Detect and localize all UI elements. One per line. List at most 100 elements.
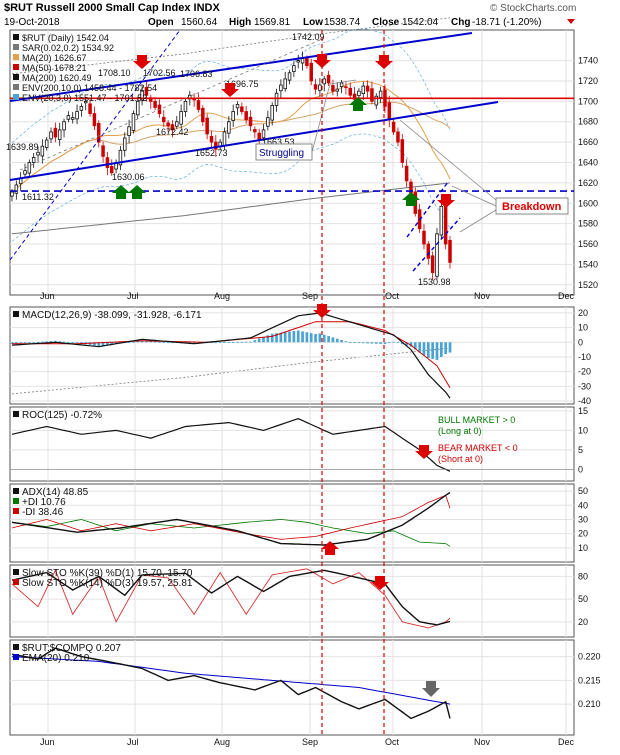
candle-body: [101, 145, 105, 157]
macd-histogram-bar: [80, 342, 83, 344]
macd-histogram-bar: [348, 342, 352, 344]
macd-histogram-bar: [413, 342, 417, 350]
sto-fast-line: [11, 568, 451, 629]
roc-note: (Short at 0): [438, 454, 483, 464]
x-axis-label: Aug: [214, 737, 230, 747]
x-axis-label: Nov: [474, 737, 491, 747]
candle-body: [339, 82, 344, 88]
price-label: 1706.83: [180, 69, 213, 79]
legend-swatch: [13, 54, 19, 60]
y-tick-label: -30: [578, 381, 591, 391]
macd-histogram-bar: [127, 342, 131, 344]
x-axis-label: Nov: [474, 291, 491, 301]
y-tick-label: 50: [578, 594, 588, 604]
price-label: 1652.73: [195, 148, 228, 158]
macd-histogram-bar: [353, 342, 356, 344]
candle-body: [14, 184, 19, 194]
ma20-line: [11, 80, 451, 193]
upper-channel-line: [9, 32, 473, 102]
macd-histogram-bar: [19, 342, 23, 344]
legend-entry: ENV(20,3,0) 1551.47 - 1701.52: [22, 93, 147, 103]
candle-body: [404, 165, 409, 182]
legend-swatch: [13, 411, 19, 417]
candle-body: [283, 78, 287, 90]
brand-watermark: © StockCharts.com: [490, 3, 576, 14]
candle-body: [439, 205, 444, 236]
x-axis-label: Aug: [214, 291, 230, 301]
panel-frame: [9, 639, 575, 736]
macd-histogram-bar: [439, 342, 443, 357]
macd-histogram-bar: [392, 341, 395, 343]
price-label: 1672.42: [156, 127, 189, 137]
candle-body: [387, 102, 392, 121]
macd-histogram-bar: [153, 341, 157, 343]
y-tick-label: 1640: [578, 158, 598, 168]
macd-histogram-bar: [435, 342, 439, 360]
candle-body: [352, 93, 357, 100]
macd-histogram-bar: [448, 342, 452, 353]
macd-histogram-bar: [162, 342, 166, 343]
y-tick-label: -10: [578, 352, 591, 362]
candle-body: [105, 157, 110, 168]
y-tick-label: 1520: [578, 280, 598, 290]
candle-body: [49, 131, 53, 140]
candle-body: [88, 103, 92, 114]
y-tick-label: 20: [578, 617, 588, 627]
macd-histogram-bar: [136, 341, 140, 343]
macd-histogram-bar: [270, 333, 274, 343]
legend-swatch: [13, 488, 19, 494]
macd-histogram-bar: [210, 342, 213, 344]
down-arrow-icon: [371, 576, 389, 590]
price-label: 1696.75: [226, 79, 259, 89]
x-axis-label: Jul: [127, 737, 139, 747]
x-axis-label: Sep: [302, 737, 318, 747]
candle-body: [92, 113, 97, 127]
macd-histogram-bar: [41, 341, 44, 343]
candle-body: [109, 165, 114, 174]
y-tick-label: 40: [578, 500, 588, 510]
candle-body: [374, 95, 379, 106]
macd-histogram-bar: [370, 342, 374, 344]
candle-body: [240, 106, 244, 112]
legend-swatch: [13, 94, 19, 100]
x-axis-label: Jun: [40, 291, 55, 301]
macd-histogram-bar: [110, 342, 114, 345]
y-tick-label: 1540: [578, 259, 598, 269]
macd-histogram-bar: [214, 342, 218, 344]
candle-body: [365, 85, 370, 92]
candle-body: [136, 100, 140, 116]
macd-histogram-bar: [275, 333, 278, 343]
legend-swatch: [13, 74, 19, 80]
macd-histogram-bar: [244, 341, 248, 343]
x-axis-label: Oct: [385, 737, 400, 747]
macd-histogram-bar: [288, 331, 291, 343]
adx-line: [11, 491, 451, 546]
legend-entry: ROC(125) -0.72%: [22, 410, 102, 421]
candle-body: [183, 100, 188, 112]
candle-body: [201, 107, 205, 123]
candle-body: [123, 137, 127, 151]
macd-histogram-bar: [422, 342, 426, 356]
legend-entry: MA(20) 1626.67: [22, 53, 87, 63]
legend-entry: MACD(12,26,9) -38.099, -31.928, -6.171: [22, 310, 202, 321]
struggling-pointer: [311, 79, 357, 153]
macd-histogram-bar: [305, 332, 309, 343]
price-label: 1742.09: [292, 32, 325, 42]
y-tick-label: 50: [578, 486, 588, 496]
candle-body: [279, 84, 283, 92]
plus-di-line: [11, 519, 451, 547]
ohlc-low-value: 1538.74: [324, 17, 361, 28]
candle-body: [244, 111, 248, 121]
macd-histogram-bar: [97, 342, 101, 347]
y-tick-label: 0: [578, 464, 583, 474]
y-tick-label: 1720: [578, 76, 598, 86]
candle-body: [209, 136, 214, 143]
envelope20-lower-line: [11, 133, 451, 242]
candle-body: [83, 100, 88, 104]
struggling-label: Struggling: [259, 148, 304, 159]
macd-histogram-bar: [58, 341, 62, 343]
macd-histogram-bar: [374, 342, 378, 344]
macd-histogram-bar: [314, 334, 317, 343]
candle-body: [261, 129, 266, 139]
